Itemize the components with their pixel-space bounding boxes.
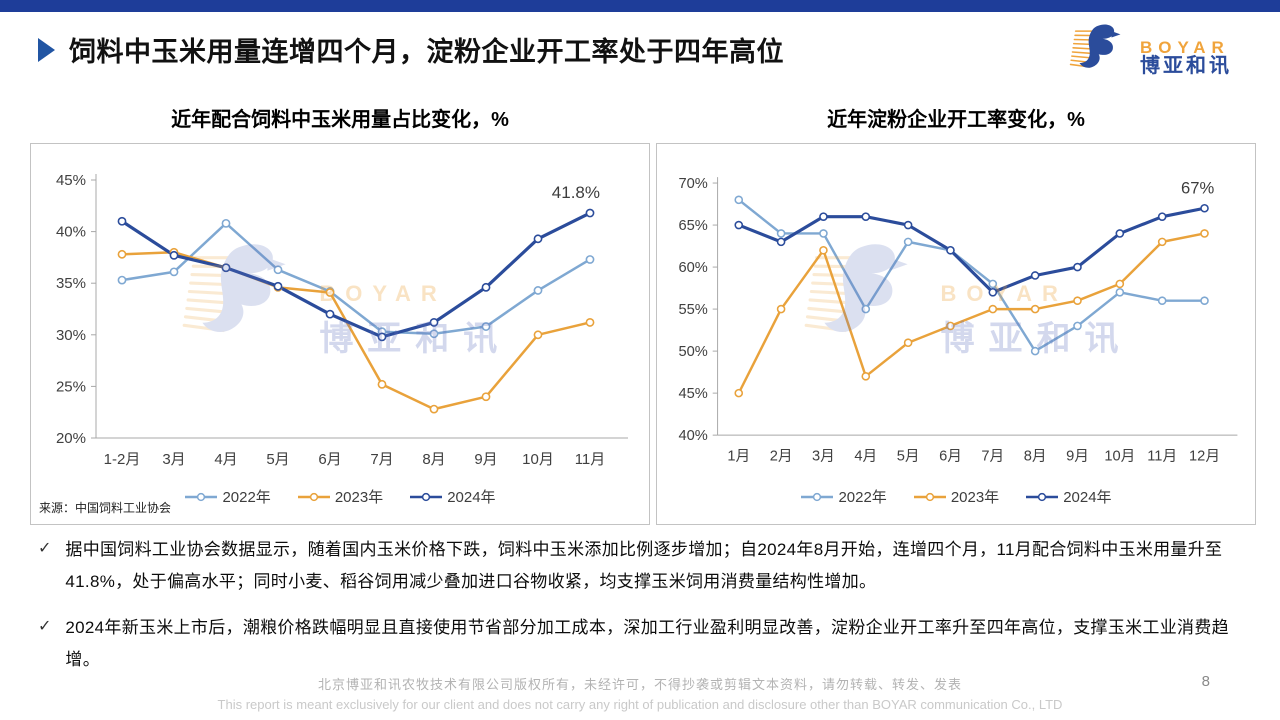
svg-text:40%: 40% <box>56 224 86 241</box>
feed-corn-usage-chart: BOYAR 博亚和讯 45% 40% 35% 30% 25% 20% 1-2月 3月 4月 5月 6… <box>30 143 650 525</box>
slide-header: 饲料中玉米用量连增四个月，淀粉企业开工率处于四年高位 <box>38 30 784 69</box>
svg-text:12月: 12月 <box>1189 449 1220 465</box>
check-icon: ✓ <box>38 540 52 557</box>
svg-text:60%: 60% <box>678 260 707 276</box>
svg-text:25%: 25% <box>56 378 86 395</box>
bullet-item: ✓ 2024年新玉米上市后，潮粮价格跌幅明显且直接使用节省部分加工成本，深加工行… <box>38 612 1250 677</box>
left-chart-title: 近年配合饲料中玉米用量占比变化，% <box>171 109 509 131</box>
left-chart-legend: 2022年 2023年 2024年 <box>31 486 649 507</box>
top-accent-bar <box>0 0 1280 12</box>
page-title: 饲料中玉米用量连增四个月，淀粉企业开工率处于四年高位 <box>69 37 784 67</box>
svg-text:10月: 10月 <box>522 451 554 468</box>
svg-text:67%: 67% <box>1181 179 1214 198</box>
svg-text:6月: 6月 <box>318 451 341 468</box>
right-chart-title: 近年淀粉企业开工率变化，% <box>827 109 1085 131</box>
svg-text:4月: 4月 <box>214 451 237 468</box>
svg-text:4月: 4月 <box>854 449 877 465</box>
svg-text:8月: 8月 <box>422 451 445 468</box>
svg-text:9月: 9月 <box>474 451 497 468</box>
bullet-text: 2024年新玉米上市后，潮粮价格跌幅明显且直接使用节省部分加工成本，深加工行业盈… <box>65 617 1229 669</box>
legend-marker-icon <box>185 492 218 501</box>
right-chart-legend: 2022年 2023年 2024年 <box>657 486 1255 507</box>
svg-text:8月: 8月 <box>1024 449 1047 465</box>
svg-text:41.8%: 41.8% <box>552 183 600 202</box>
boyar-bird-icon <box>1069 24 1121 68</box>
svg-text:7月: 7月 <box>370 451 393 468</box>
starch-operating-rate-chart: BOYAR 博亚和讯 70% 65% 60% 55% 50% 45% 40% 1月 2月 3月 4月… <box>656 143 1256 525</box>
svg-text:1月: 1月 <box>727 449 750 465</box>
svg-text:45%: 45% <box>56 172 86 189</box>
page-number: 8 <box>1201 673 1210 690</box>
legend-marker-icon <box>1026 492 1059 501</box>
svg-text:30%: 30% <box>56 327 86 344</box>
title-arrow-icon <box>38 37 55 62</box>
source-note: 来源：中国饲料工业协会 <box>39 501 172 515</box>
footer-copyright-en: This report is meant exclusively for our… <box>217 697 1063 712</box>
legend-item: 2024年 <box>1025 486 1112 507</box>
footer-copyright-cn: 北京博亚和讯农牧技术有限公司版权所有，未经许可，不得抄袭或剪辑文本资料，请勿转载… <box>317 677 962 692</box>
svg-text:11月: 11月 <box>1147 449 1177 465</box>
svg-text:55%: 55% <box>678 302 707 318</box>
svg-text:45%: 45% <box>678 386 707 402</box>
legend-item: 2023年 <box>297 486 383 507</box>
svg-text:3月: 3月 <box>162 451 185 468</box>
svg-text:40%: 40% <box>678 428 707 444</box>
svg-text:65%: 65% <box>678 218 707 234</box>
legend-marker-icon <box>410 492 443 501</box>
svg-text:70%: 70% <box>678 176 707 192</box>
logo-text-cn: 博亚和讯 <box>1140 55 1232 78</box>
svg-text:11月: 11月 <box>575 451 606 468</box>
svg-text:50%: 50% <box>678 344 707 360</box>
svg-text:6月: 6月 <box>939 449 962 465</box>
starch-operating-rate-plot: 70% 65% 60% 55% 50% 45% 40% 1月 2月 3月 4月 5月 6月 7月 8月 9月 1… <box>678 176 1238 465</box>
legend-item: 2022年 <box>184 486 271 507</box>
svg-text:1-2月: 1-2月 <box>104 451 141 468</box>
svg-text:10月: 10月 <box>1104 449 1135 465</box>
svg-text:3月: 3月 <box>812 449 835 465</box>
legend-item: 2023年 <box>913 486 999 507</box>
boyar-logo: BOYAR 博亚和讯 <box>1068 22 1232 80</box>
footer: 北京博亚和讯农牧技术有限公司版权所有，未经许可，不得抄袭或剪辑文本资料，请勿转载… <box>0 674 1280 712</box>
svg-text:5月: 5月 <box>266 451 289 468</box>
legend-marker-icon <box>801 492 834 501</box>
legend-marker-icon <box>913 492 946 501</box>
bullet-item: ✓ 据中国饲料工业协会数据显示，随着国内玉米价格下跌，饲料中玉米添加比例逐步增加… <box>38 534 1250 599</box>
bullet-text: 据中国饲料工业协会数据显示，随着国内玉米价格下跌，饲料中玉米添加比例逐步增加；自… <box>65 540 1223 592</box>
legend-item: 2024年 <box>409 486 496 507</box>
svg-text:5月: 5月 <box>897 449 920 465</box>
check-icon: ✓ <box>38 617 52 635</box>
svg-text:20%: 20% <box>56 430 86 447</box>
svg-text:35%: 35% <box>56 275 86 292</box>
legend-item: 2022年 <box>800 486 887 507</box>
bullet-list: ✓ 据中国饲料工业协会数据显示，随着国内玉米价格下跌，饲料中玉米添加比例逐步增加… <box>38 534 1250 689</box>
svg-text:2月: 2月 <box>770 449 793 465</box>
svg-text:9月: 9月 <box>1066 449 1089 465</box>
legend-marker-icon <box>297 492 330 501</box>
boyar-logo-text: BOYAR 博亚和讯 <box>1140 37 1232 78</box>
svg-text:7月: 7月 <box>981 449 1004 465</box>
feed-corn-usage-plot: 45% 40% 35% 30% 25% 20% 1-2月 3月 4月 5月 6月 7月 8月 9月 10月 1… <box>56 172 628 468</box>
logo-text-en: BOYAR <box>1140 37 1230 57</box>
